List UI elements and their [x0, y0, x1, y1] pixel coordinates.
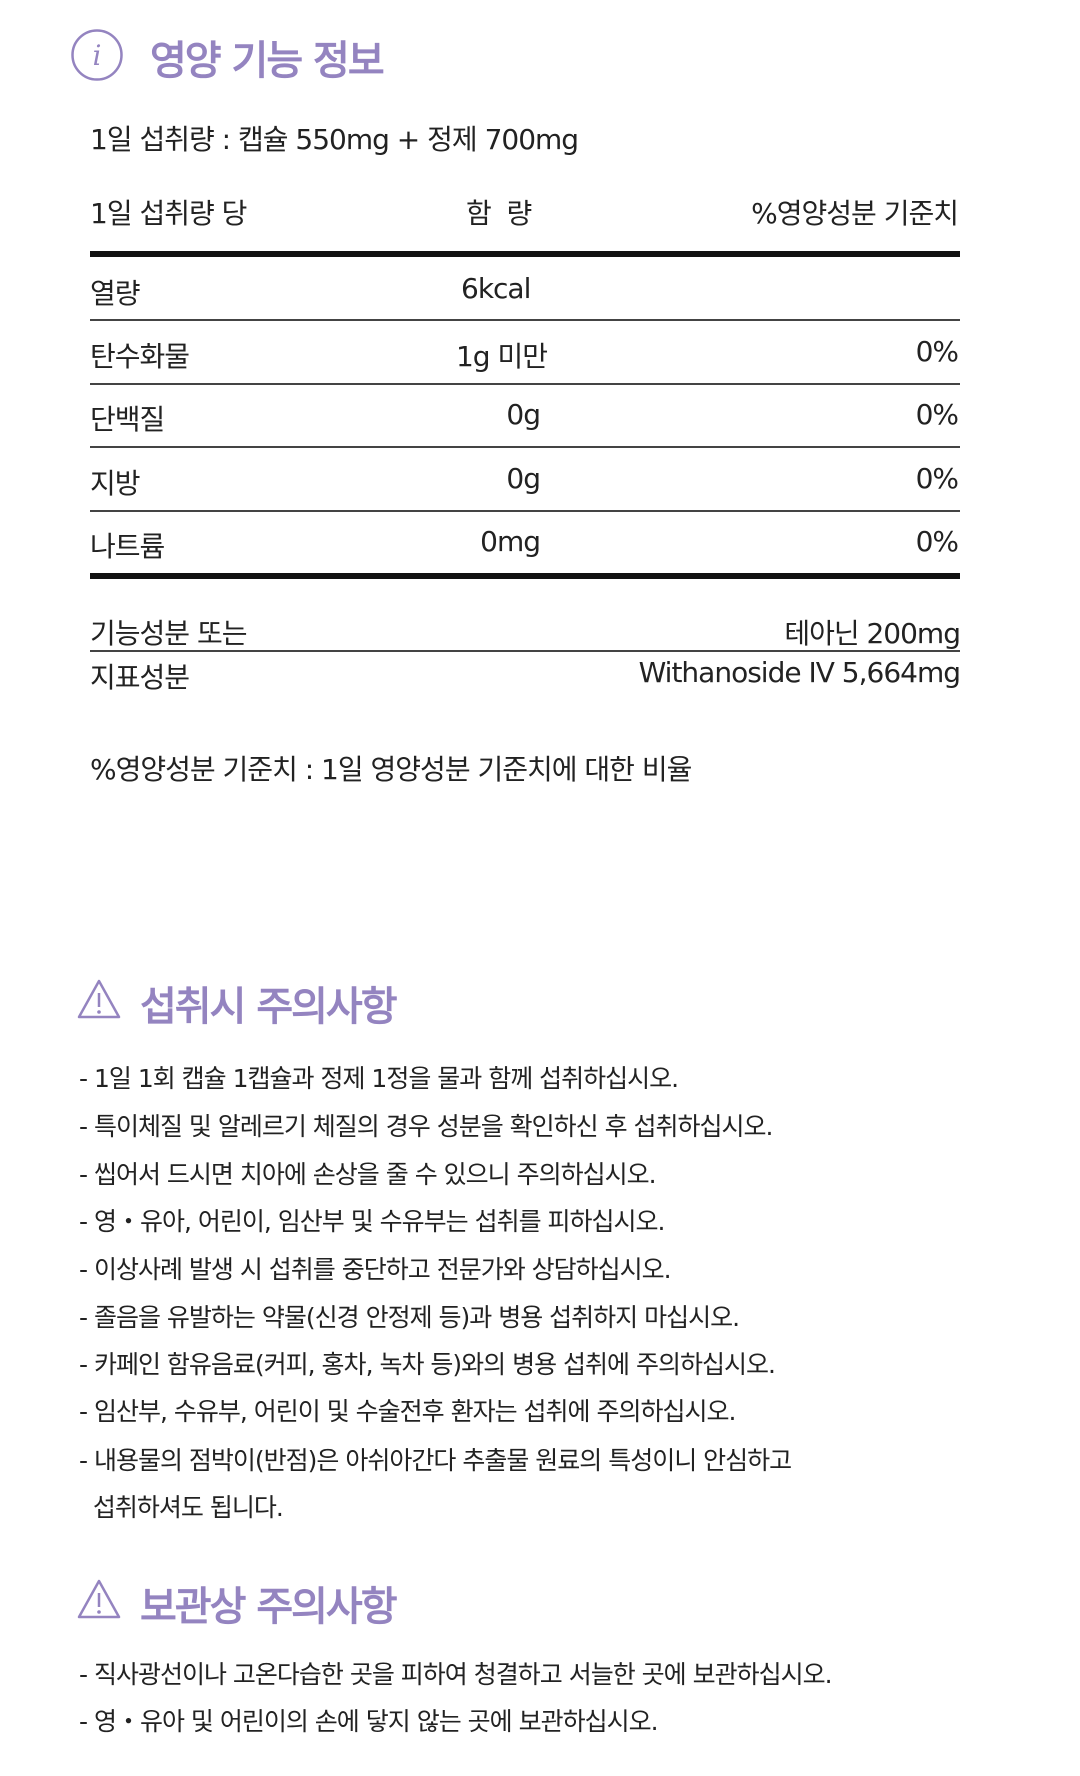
list-item: - 졸음을 유발하는 약물(신경 안정제 등)과 병용 섭취하지 마십시오.	[79, 1303, 740, 1332]
list-item: - 내용물의 점박이(반점)은 아쉬아간다 추출물 원료의 특성이니 안심하고	[79, 1446, 792, 1475]
info-icon: i	[71, 29, 123, 81]
list-item: - 씹어서 드시면 치아에 손상을 줄 수 있으니 주의하십시오.	[79, 1160, 657, 1189]
row-divider	[90, 446, 960, 448]
row-percent: 0%	[915, 335, 959, 368]
table-bottom-rule	[90, 573, 960, 579]
warning-icon	[77, 1579, 121, 1619]
row-amount: 6kcal	[461, 272, 531, 305]
storage-caution-title: 보관상 주의사항	[140, 1584, 398, 1630]
header-daily-value: %영양성분 기준치	[751, 197, 959, 230]
row-divider	[90, 319, 960, 321]
row-divider	[90, 383, 960, 385]
row-name: 나트륨	[90, 530, 165, 563]
header-amount: 함 량	[466, 197, 532, 230]
row-name: 지방	[90, 467, 141, 500]
list-item: - 임산부, 수유부, 어린이 및 수술전후 환자는 섭취에 주의하십시오.	[79, 1397, 736, 1426]
functional-divider	[90, 650, 960, 652]
intake-caution-title: 섭취시 주의사항	[140, 984, 398, 1030]
list-item: - 영・유아 및 어린이의 손에 닿지 않는 곳에 보관하십시오.	[79, 1707, 659, 1736]
list-item: - 영・유아, 어린이, 임산부 및 수유부는 섭취를 피하십시오.	[79, 1207, 665, 1236]
nutrition-title: 영양 기능 정보	[150, 38, 385, 84]
svg-text:i: i	[93, 39, 102, 72]
row-name: 단백질	[90, 403, 165, 436]
row-percent: 0%	[915, 398, 959, 431]
warning-icon	[77, 979, 121, 1019]
header-per-intake: 1일 섭취량 당	[90, 197, 247, 230]
list-item: - 1일 1회 캡슐 1캡슐과 정제 1정을 물과 함께 섭취하십시오.	[79, 1064, 679, 1093]
functional-label-2: 지표성분	[90, 661, 190, 694]
functional-value-2: Withanoside IV 5,664mg	[638, 656, 961, 689]
row-divider	[90, 510, 960, 512]
functional-value-1: 테아닌 200mg	[784, 617, 961, 650]
row-amount: 0g	[506, 398, 541, 431]
list-item: - 이상사례 발생 시 섭취를 중단하고 전문가와 상담하십시오.	[79, 1255, 672, 1284]
row-amount: 0mg	[480, 525, 541, 558]
row-percent: 0%	[915, 462, 959, 495]
row-name: 탄수화물	[90, 340, 190, 373]
functional-label-1: 기능성분 또는	[90, 617, 247, 650]
footnote: %영양성분 기준치 : 1일 영양성분 기준치에 대한 비율	[90, 753, 692, 786]
list-item: 섭취하셔도 됩니다.	[79, 1493, 284, 1522]
list-item: - 특이체질 및 알레르기 체질의 경우 성분을 확인하신 후 섭취하십시오.	[79, 1112, 773, 1141]
row-name: 열량	[90, 277, 141, 310]
row-amount: 0g	[506, 462, 541, 495]
daily-intake: 1일 섭취량 : 캡슐 550mg + 정제 700mg	[90, 123, 579, 156]
list-item: - 카페인 함유음료(커피, 홍차, 녹차 등)와의 병용 섭취에 주의하십시오…	[79, 1350, 776, 1379]
row-percent: 0%	[915, 525, 959, 558]
table-top-rule	[90, 251, 960, 257]
list-item: - 직사광선이나 고온다습한 곳을 피하여 청결하고 서늘한 곳에 보관하십시오…	[79, 1660, 833, 1689]
row-amount: 1g 미만	[455, 340, 548, 373]
